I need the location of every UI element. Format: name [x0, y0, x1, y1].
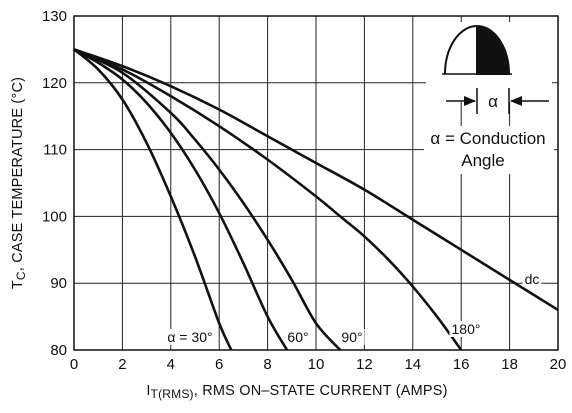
series-label-dc: dc — [525, 271, 540, 287]
waveform-shaded-half — [476, 24, 511, 75]
series-label-layer: α = 30° 60° 90° 180° dc — [165, 271, 542, 345]
series-label-60: 60° — [287, 329, 308, 345]
x-tick-label: 4 — [167, 356, 175, 373]
x-tick-label: 20 — [550, 356, 567, 373]
y-axis-title-prefix: T — [10, 280, 26, 289]
series-label-background — [339, 329, 365, 345]
annotation-line-1: α = Conduction — [430, 129, 545, 148]
y-axis-title-rest: , CASE TEMPERATURE (°C) — [10, 77, 26, 271]
series-label-90: 90° — [341, 329, 362, 345]
series-line-dc — [73, 48, 559, 312]
x-tick-label: 12 — [356, 356, 373, 373]
y-tick-label: 120 — [42, 75, 67, 92]
y-tick-label: 80 — [50, 342, 67, 359]
y-tick-label: 100 — [42, 208, 67, 225]
x-axis-title-rest: , RMS ON–STATE CURRENT (AMPS) — [194, 383, 448, 399]
x-tick-label: 0 — [70, 356, 78, 373]
y-axis-title: TC, CASE TEMPERATURE (°C) — [10, 77, 28, 289]
waveform-unshaded-half — [444, 25, 478, 75]
x-tick-label: 2 — [118, 356, 126, 373]
x-tick-label: 10 — [308, 356, 325, 373]
series-label-background — [165, 329, 215, 345]
series-line-alpha-30 — [73, 48, 233, 351]
plot-frame — [73, 15, 559, 351]
x-tick-label: 16 — [453, 356, 470, 373]
alpha-right-arrowhead — [510, 96, 522, 106]
series-label-background — [522, 271, 542, 287]
annotation-text-background — [424, 126, 554, 174]
tick-label-layer: 0 2 4 6 8 10 12 14 16 18 20 80 90 100 110 120 130 — [42, 8, 566, 373]
conduction-angle-inset: α α = Conduction Angle — [424, 22, 554, 174]
x-tick-label: 14 — [404, 356, 421, 373]
series-label-background — [285, 329, 311, 345]
y-axis-title-subscript: C — [14, 271, 28, 280]
series-label-alpha-30: α = 30° — [167, 329, 212, 345]
x-axis-title: IT(RMS), RMS ON–STATE CURRENT (AMPS) — [146, 383, 447, 401]
x-axis-title-prefix: I — [146, 383, 150, 399]
y-tick-label: 130 — [42, 8, 67, 25]
series-line-180 — [73, 48, 463, 351]
series-line-90 — [73, 48, 342, 351]
series-label-background — [449, 321, 483, 337]
series-line-60 — [73, 48, 289, 351]
x-axis-title-subscript: T(RMS) — [151, 387, 194, 401]
x-tick-label: 6 — [215, 356, 223, 373]
alpha-left-arrowhead — [464, 96, 476, 106]
y-tick-label: 110 — [43, 142, 67, 159]
alpha-symbol: α — [488, 92, 498, 111]
y-tick-label: 90 — [50, 275, 67, 292]
series-layer — [73, 48, 559, 351]
series-label-180: 180° — [452, 321, 481, 337]
x-tick-label: 8 — [263, 356, 271, 373]
x-tick-label: 18 — [501, 356, 518, 373]
annotation-line-2: Angle — [461, 151, 504, 170]
